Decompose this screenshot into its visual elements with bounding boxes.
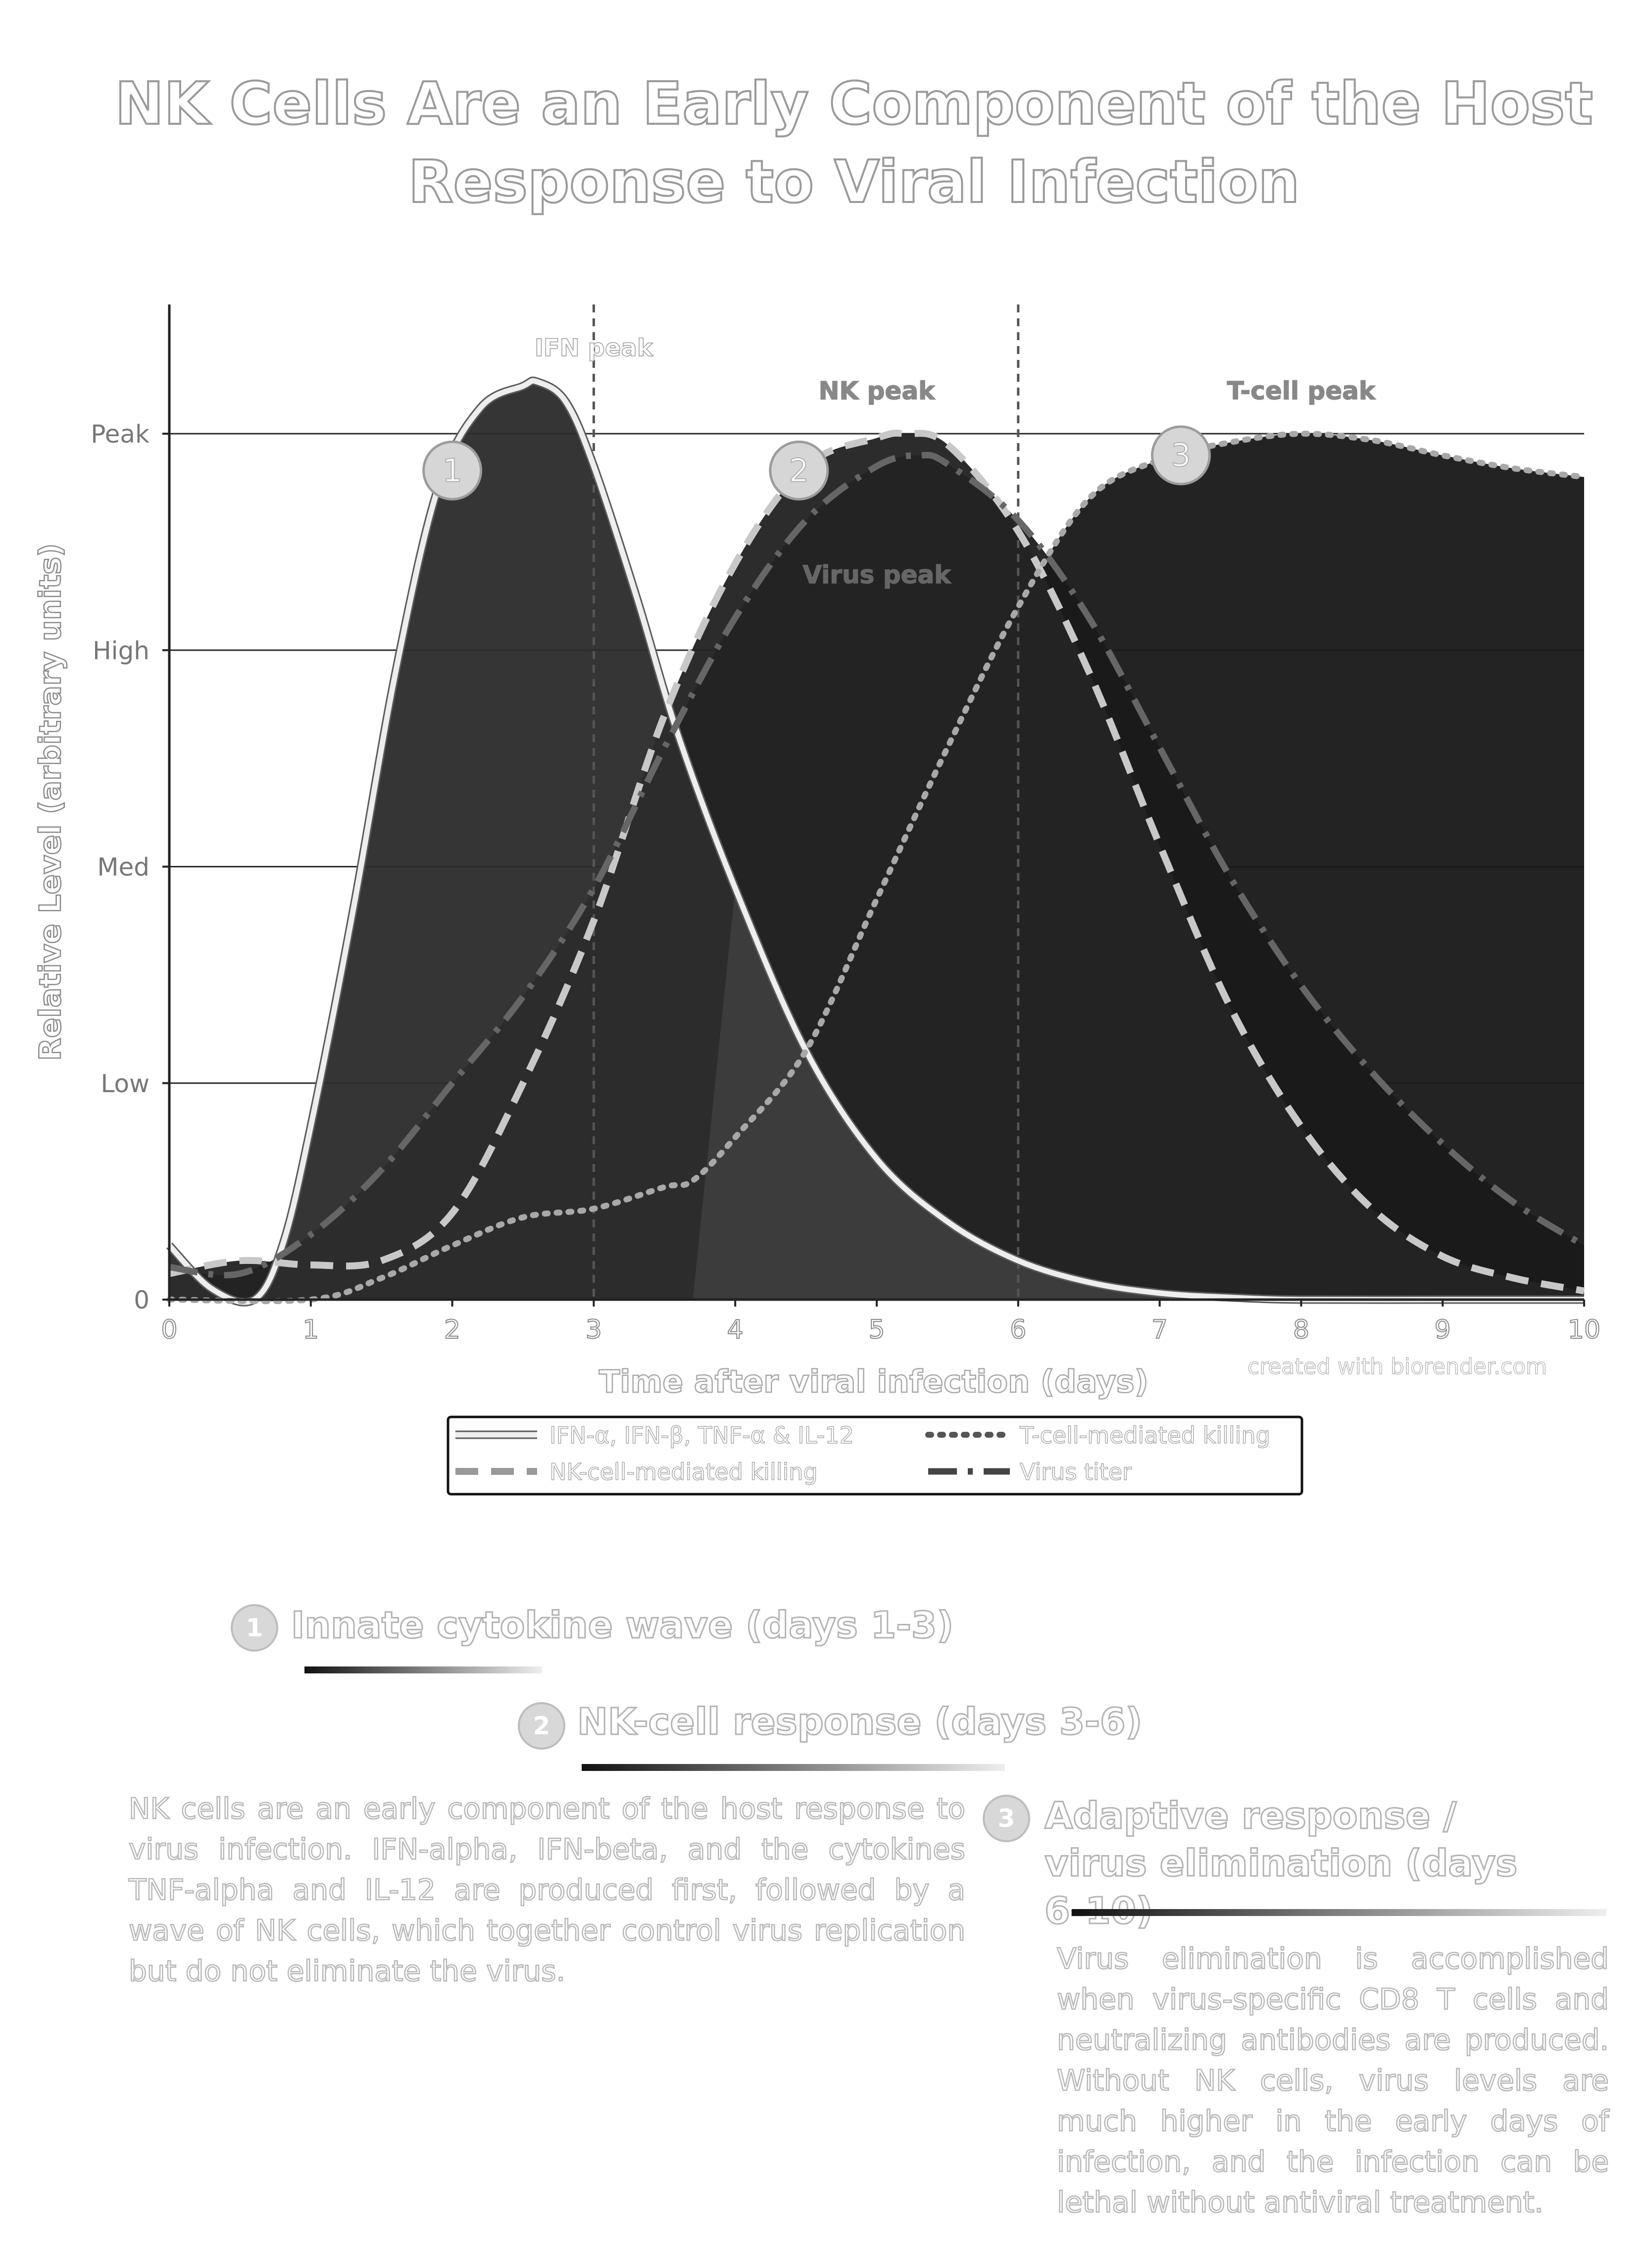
- series-line-2: [166, 430, 1587, 1305]
- x-tick-label-9: 9: [1435, 1315, 1451, 1345]
- chart-figure: 0 1 2 3 4 5 6 7 8 9 10 0 Low Med High Peak IFN peak NK p…: [33, 304, 1601, 1496]
- step-marker-label-1: 1: [442, 453, 462, 489]
- x-tick-label-3: 3: [586, 1315, 602, 1345]
- x-tick-label-2: 2: [444, 1315, 460, 1345]
- y-tick-label-med: Med: [97, 853, 150, 882]
- y-axis-label: Relative Level (arbitrary units): [33, 543, 68, 1060]
- y-tick-label-0: 0: [134, 1286, 150, 1314]
- y-tick-label-low: Low: [101, 1069, 150, 1098]
- x-tick-label-1: 1: [302, 1315, 319, 1345]
- title-line-2: Response to Viral Infection: [407, 147, 1301, 217]
- annotations: IFN peak NK peak T-cell peak Virus peak: [534, 334, 1376, 590]
- area-series-1: [169, 433, 1584, 1300]
- legend-label-3: Virus titer: [1020, 1459, 1132, 1485]
- y-tick-label-high: High: [93, 636, 150, 665]
- legend-box: [447, 1415, 1303, 1496]
- x-tick-label-10: 10: [1568, 1315, 1600, 1345]
- step-markers: 1 2 3: [422, 425, 1211, 501]
- step-marker-3: [1150, 425, 1211, 486]
- legend: IFN-α, IFN-β, TNF-α & IL-12 T-cell-mediat…: [447, 1415, 1303, 1496]
- annotation-t-cell-peak: T-cell peak: [1227, 377, 1376, 405]
- legend-label-0: IFN-α, IFN-β, TNF-α & IL-12: [549, 1422, 854, 1449]
- x-tick-label-0: 0: [161, 1315, 177, 1345]
- step-marker-1: [422, 440, 483, 501]
- section-1-heading: Innate cytokine wave (days 1-3): [290, 1604, 954, 1648]
- legend-label-1: NK-cell-mediated killing: [549, 1459, 818, 1485]
- legend-label-2: T-cell-mediated killing: [1019, 1422, 1270, 1449]
- x-tick-label-5: 5: [868, 1315, 885, 1345]
- x-tick-label-8: 8: [1293, 1315, 1309, 1345]
- annotation-ifn-peak: IFN peak: [535, 334, 653, 362]
- series-lines: [166, 376, 1587, 1307]
- series-line-3: [169, 452, 1586, 1279]
- step-marker-label-2: 2: [789, 453, 809, 489]
- section-2-heading: NK-cell response (days 3-6): [576, 1700, 1143, 1744]
- x-tick-label-6: 6: [1010, 1315, 1026, 1345]
- annotation-nk-peak: NK peak: [819, 377, 936, 405]
- step-1-badge: 1: [231, 1604, 278, 1652]
- area-series-0: [169, 381, 1584, 1303]
- nk-response-paragraph: NK cells are an early component of the h…: [128, 1791, 966, 1989]
- x-tick-label-7: 7: [1151, 1315, 1168, 1345]
- area-overlap-band: [693, 888, 1584, 1300]
- credit-text: created with biorender.com: [1247, 1354, 1547, 1379]
- step-marker-2: [769, 440, 829, 501]
- section-1-underline: [304, 1666, 542, 1673]
- x-axis-label: Time after viral infection (days): [599, 1363, 1148, 1400]
- annotation-virus-peak: Virus peak: [802, 560, 951, 589]
- tick-labels: 0 1 2 3 4 5 6 7 8 9 10 0 Low Med High Peak: [91, 420, 1601, 1345]
- y-tick-label-peak: Peak: [91, 420, 150, 449]
- series-line-1: [168, 429, 1585, 1295]
- step-3-badge: 3: [983, 1795, 1030, 1842]
- page-title: NK Cells Are an Early Component of the H…: [99, 64, 1609, 221]
- x-tick-label-4: 4: [727, 1315, 744, 1345]
- adaptive-response-paragraph: Virus elimination is accomplished when v…: [1056, 1941, 1610, 2220]
- series-line-0: [167, 378, 1584, 1305]
- section-3-underline: [1072, 1909, 1606, 1916]
- step-2-badge: 2: [518, 1702, 565, 1750]
- section-2-underline: [582, 1764, 1005, 1771]
- title-line-1: NK Cells Are an Early Component of the H…: [114, 68, 1594, 139]
- step-marker-label-3: 3: [1171, 438, 1191, 474]
